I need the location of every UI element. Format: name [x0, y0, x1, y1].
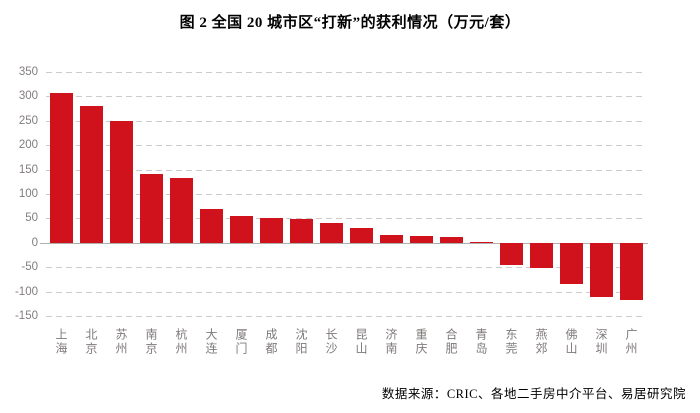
- x-axis-label-text: 昆山: [354, 328, 368, 356]
- gridline: [46, 72, 646, 73]
- x-axis-label-广州: 广州: [616, 328, 646, 368]
- x-axis-label-text: 佛山: [564, 328, 578, 356]
- bar-佛山: [559, 242, 583, 284]
- gridline: [46, 267, 646, 269]
- x-axis-label-大连: 大连: [196, 328, 226, 368]
- bar-南京: [139, 174, 163, 243]
- bar-济南: [379, 234, 403, 243]
- x-axis-label-沈阳: 沈阳: [286, 328, 316, 368]
- x-axis-label-text: 苏州: [114, 328, 128, 356]
- x-axis-label-昆山: 昆山: [346, 328, 376, 368]
- chart-title: 图 2 全国 20 城市区“打新”的获利情况（万元/套）: [179, 15, 521, 31]
- bar-大连: [199, 208, 223, 243]
- bar-上海: [49, 93, 73, 243]
- bar-杭州: [169, 177, 193, 243]
- x-axis-label-text: 北京: [84, 328, 98, 356]
- y-axis-tick-label: 250: [18, 114, 38, 127]
- x-axis-label-合肥: 合肥: [436, 328, 466, 368]
- x-axis-label-燕郊: 燕郊: [526, 328, 556, 368]
- x-axis-label-厦门: 厦门: [226, 328, 256, 368]
- bar-北京: [79, 106, 103, 243]
- bar-成都: [259, 218, 283, 243]
- gridline: [46, 120, 646, 122]
- x-axis-label-text: 重庆: [414, 328, 428, 356]
- gridline: [46, 145, 646, 147]
- y-axis-tick-label: 100: [18, 188, 38, 200]
- bar-长沙: [319, 222, 343, 243]
- x-axis-label-text: 东莞: [504, 328, 518, 356]
- y-axis-tick-label: 200: [18, 139, 38, 152]
- bar-厦门: [229, 216, 253, 243]
- x-axis-label-佛山: 佛山: [556, 328, 586, 368]
- y-axis-tick-label: 0: [31, 236, 38, 249]
- y-axis-tick-label: -150: [14, 310, 38, 322]
- gridline: [46, 291, 646, 293]
- bar-燕郊: [529, 242, 553, 269]
- bar-合肥: [439, 236, 463, 243]
- x-axis-label-济南: 济南: [376, 328, 406, 368]
- x-axis-label-text: 燕郊: [534, 328, 548, 356]
- x-axis-label-杭州: 杭州: [166, 328, 196, 368]
- bar-广州: [619, 242, 643, 300]
- x-axis-label-text: 青岛: [474, 328, 488, 356]
- x-axis-label-text: 南京: [144, 328, 158, 356]
- x-axis-label-青岛: 青岛: [466, 328, 496, 368]
- x-axis-label-成都: 成都: [256, 328, 286, 368]
- x-axis-label-text: 长沙: [324, 328, 338, 356]
- bar-青岛: [469, 241, 493, 244]
- plot-area: 350 300 250 200 150 100 50 0 -50 -100 -150 上海 北京 苏州 南京…: [15, 66, 648, 356]
- y-axis-tick-label: 150: [18, 163, 38, 176]
- bar-重庆: [409, 235, 433, 243]
- bar-苏州: [109, 120, 133, 243]
- bar-沈阳: [289, 219, 313, 243]
- x-axis-label-苏州: 苏州: [106, 328, 136, 368]
- x-axis-label-text: 广州: [624, 328, 638, 356]
- x-axis-label-深圳: 深圳: [586, 328, 616, 368]
- x-axis-label-text: 上海: [54, 328, 68, 356]
- x-axis-label-东莞: 东莞: [496, 328, 526, 368]
- x-axis-label-text: 沈阳: [294, 328, 308, 356]
- y-axis-tick-label: 300: [18, 90, 38, 103]
- x-axis-label-北京: 北京: [76, 328, 106, 368]
- x-axis-label-text: 成都: [264, 328, 278, 356]
- x-axis-label-text: 杭州: [174, 328, 188, 356]
- x-axis-label-重庆: 重庆: [406, 328, 436, 368]
- gridline: [46, 218, 646, 220]
- y-axis-tick-label: -100: [14, 285, 38, 298]
- x-axis-label-长沙: 长沙: [316, 328, 346, 368]
- y-axis-tick-label: -50: [21, 261, 38, 274]
- x-axis-label-text: 大连: [204, 328, 218, 356]
- bar-深圳: [589, 242, 613, 297]
- x-axis-label-text: 济南: [384, 328, 398, 356]
- gridline: [46, 169, 646, 171]
- gridline: [46, 194, 646, 195]
- zero-axis-line: [40, 242, 648, 244]
- data-source-note: 数据来源：CRIC、各地二手房中介平台、易居研究院: [381, 387, 686, 401]
- x-axis-label-南京: 南京: [136, 328, 166, 368]
- y-axis-tick-label: 50: [25, 212, 38, 225]
- y-axis-tick-label: 350: [18, 66, 38, 78]
- gridline: [46, 316, 646, 317]
- x-axis-label-text: 深圳: [594, 328, 608, 356]
- x-axis-label-text: 合肥: [444, 328, 458, 356]
- x-axis-label-上海: 上海: [46, 328, 76, 368]
- x-axis-label-text: 厦门: [234, 328, 248, 356]
- gridline: [46, 96, 646, 98]
- bar-东莞: [499, 242, 523, 265]
- bar-昆山: [349, 227, 373, 243]
